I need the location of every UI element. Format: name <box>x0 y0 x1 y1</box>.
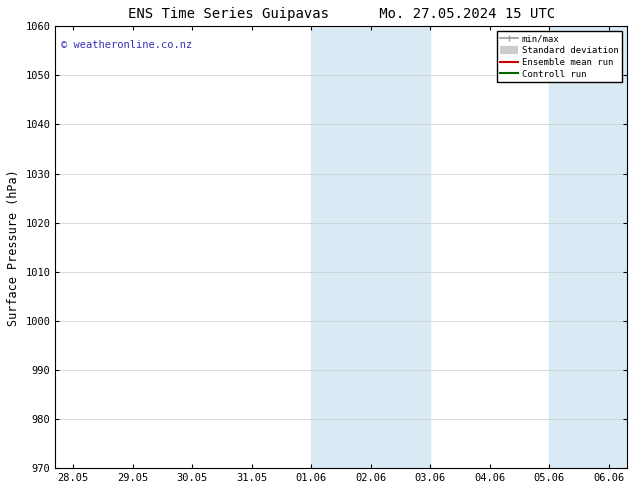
Legend: min/max, Standard deviation, Ensemble mean run, Controll run: min/max, Standard deviation, Ensemble me… <box>496 31 623 82</box>
Bar <box>550 26 627 468</box>
Y-axis label: Surface Pressure (hPa): Surface Pressure (hPa) <box>7 169 20 326</box>
Title: ENS Time Series Guipavas      Mo. 27.05.2024 15 UTC: ENS Time Series Guipavas Mo. 27.05.2024 … <box>127 7 555 21</box>
Bar <box>311 26 430 468</box>
Text: © weatheronline.co.nz: © weatheronline.co.nz <box>61 40 192 49</box>
